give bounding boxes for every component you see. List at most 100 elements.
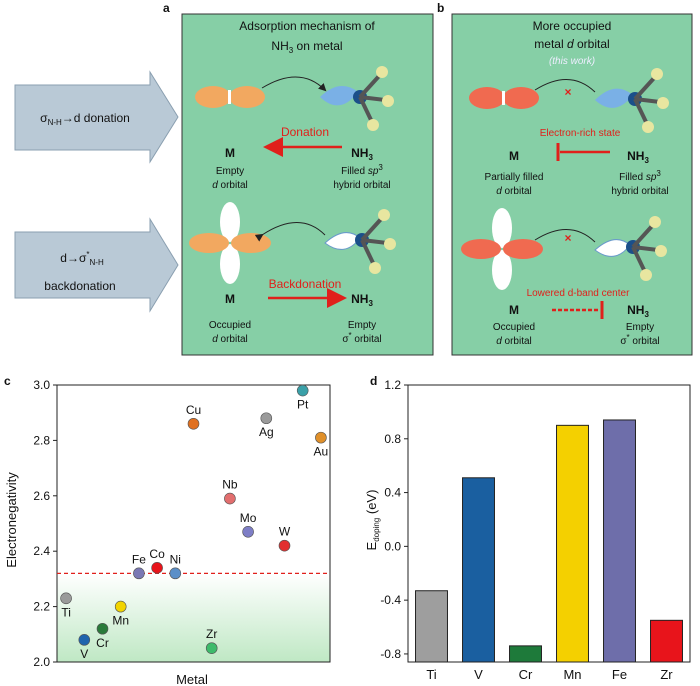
label: d orbital [496, 336, 532, 347]
point-label: Zr [206, 627, 217, 641]
point-label: Mn [112, 614, 129, 628]
panel-title: NH3 on metal [271, 39, 342, 55]
panel-label: d [370, 374, 377, 388]
label: NH3 [351, 146, 373, 162]
point [242, 526, 254, 538]
label: Donation [281, 125, 329, 139]
point [169, 567, 182, 580]
label: hybrid orbital [611, 186, 668, 197]
point-label: Ag [259, 425, 274, 439]
point [60, 592, 72, 605]
point-label: Pt [297, 398, 309, 412]
arrow-box [14, 70, 179, 164]
label: Empty [348, 320, 376, 331]
y-tick-label: 0.8 [384, 432, 401, 446]
label: M [225, 292, 235, 306]
panel-title: Adsorption mechanism of [239, 19, 375, 33]
label: Occupied [209, 320, 251, 331]
y-tick-label: -0.8 [380, 647, 401, 661]
y-tick-label: 1.2 [384, 378, 401, 392]
label: M [225, 146, 235, 160]
point-label: W [279, 525, 291, 539]
label: σ* orbital [620, 333, 659, 347]
label: Occupied [493, 322, 535, 333]
label: Empty [216, 166, 244, 177]
x-tick-label: Mn [563, 667, 581, 682]
bar [415, 590, 448, 663]
point-label: Cu [186, 403, 201, 417]
label: NH3 [351, 292, 373, 308]
label: M [509, 303, 519, 317]
y-tick-label: 2.6 [33, 489, 50, 503]
label: Lowered d-band center [527, 288, 631, 299]
point-label: Fe [132, 552, 146, 566]
label: Electron-rich state [540, 128, 621, 139]
point [260, 412, 273, 425]
label: NH3 [627, 149, 649, 165]
box-label: backdonation [44, 279, 115, 293]
box-label: d→σ*N-H [60, 250, 104, 267]
point [278, 539, 291, 552]
y-tick-label: 2.8 [33, 433, 50, 447]
bar [462, 477, 495, 663]
point-label: Mo [240, 511, 257, 525]
orbital-drawing [189, 66, 396, 308]
x-tick-label: Cr [519, 667, 533, 682]
panel-label: b [437, 1, 444, 15]
point [296, 384, 309, 397]
point [205, 642, 218, 654]
label: NH3 [627, 303, 649, 319]
note: (this work) [549, 56, 595, 67]
point [96, 622, 109, 635]
label: Empty [626, 322, 654, 333]
box-label: σN-H→d donation [40, 111, 130, 127]
point-label: Co [149, 547, 165, 561]
x-tick-label: V [474, 667, 483, 682]
point [315, 431, 327, 444]
point [151, 562, 163, 574]
bar [509, 645, 542, 663]
label: Filled sp3 [619, 169, 661, 183]
point-label: Nb [222, 478, 238, 492]
x-axis-label: Metal [176, 672, 208, 686]
panel-title: metal d orbital [534, 37, 609, 51]
label: hybrid orbital [333, 180, 390, 191]
shaded-region [57, 573, 330, 662]
y-tick-label: 3.0 [33, 378, 50, 392]
panel-label: c [4, 374, 11, 388]
y-tick-label: -0.4 [380, 593, 401, 607]
point [224, 492, 236, 505]
bar [650, 619, 683, 663]
point-label: V [80, 647, 88, 661]
point-label: Cr [96, 636, 109, 650]
y-axis-label: Electronegativity [4, 472, 19, 568]
panel-label: a [163, 1, 170, 15]
cross: × [564, 231, 571, 245]
point [78, 634, 91, 646]
cross: × [564, 85, 571, 99]
point-label: Ti [61, 605, 71, 619]
label: σ* orbital [342, 331, 381, 345]
y-tick-label: 0.4 [384, 486, 401, 500]
label: d orbital [496, 186, 532, 197]
point [114, 600, 127, 613]
point-label: Au [314, 445, 329, 459]
x-tick-label: Zr [660, 667, 673, 682]
point [187, 417, 200, 430]
plot-frame [407, 384, 691, 663]
y-tick-label: 0.0 [384, 539, 401, 553]
y-tick-label: 2.2 [33, 600, 50, 614]
label: Backdonation [269, 277, 342, 291]
plot-frame [56, 384, 331, 663]
y-tick-label: 2.4 [33, 544, 50, 558]
bar [603, 419, 636, 663]
bar [556, 424, 589, 663]
x-tick-label: Ti [426, 667, 436, 682]
label: d orbital [212, 180, 248, 191]
point-label: Ni [170, 552, 181, 566]
label: Filled sp3 [341, 163, 383, 177]
x-tick-label: Fe [612, 667, 627, 682]
point [133, 567, 145, 580]
label: Partially filled [485, 172, 544, 183]
